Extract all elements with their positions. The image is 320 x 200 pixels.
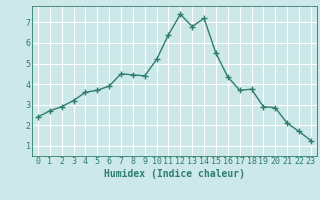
X-axis label: Humidex (Indice chaleur): Humidex (Indice chaleur): [104, 169, 245, 179]
